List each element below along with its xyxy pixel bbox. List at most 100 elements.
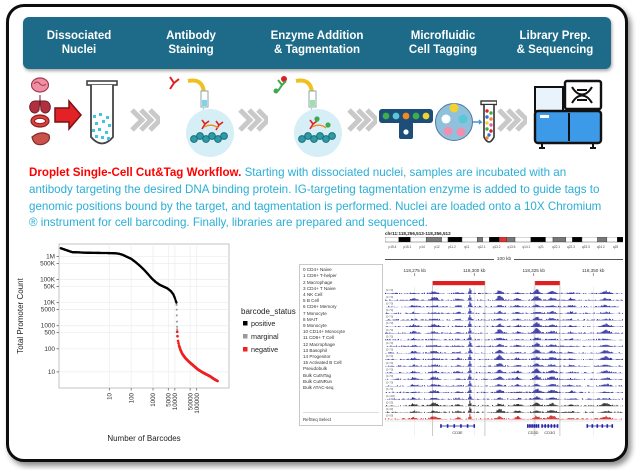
svg-text:q24.2: q24.2 xyxy=(597,245,605,249)
locus-text: chr11:118,256,513-118,356,512 xyxy=(385,231,451,237)
svg-text:barcode_status: barcode_status xyxy=(241,307,296,316)
chromatin-icon xyxy=(190,119,229,143)
microfluidic-chip-icon xyxy=(378,109,433,139)
svg-text:[0-70]: [0-70] xyxy=(386,288,393,292)
svg-text:50000: 50000 xyxy=(187,393,194,411)
svg-text:q21: q21 xyxy=(539,245,545,249)
track-label: 4 NK Cell xyxy=(303,292,323,297)
svg-text:CD3G: CD3G xyxy=(544,430,555,435)
svg-text:500K: 500K xyxy=(40,261,56,268)
workflow-step: Microfluidic Cell Tagging xyxy=(387,29,499,58)
workflow-icons xyxy=(9,69,625,165)
track-label: 9 Monocyte xyxy=(303,323,327,329)
track-label: 11 CD8+ T Cell xyxy=(303,335,335,341)
svg-text:q11: q11 xyxy=(464,245,469,249)
svg-text:[0-70]: [0-70] xyxy=(386,387,393,391)
organs-icon xyxy=(29,77,51,146)
svg-text:[0-70]: [0-70] xyxy=(386,354,393,358)
svg-text:[0-70]: [0-70] xyxy=(386,308,393,312)
track-label: 13 Basophil xyxy=(303,347,328,353)
track-label: 3 CD4+ T Naive xyxy=(303,285,336,291)
droplet-wheel-icon xyxy=(434,103,473,141)
svg-text:CD3D: CD3D xyxy=(528,430,539,435)
workflow-step: Dissociated Nuclei xyxy=(23,29,135,58)
step-label-line2: Cell Tagging xyxy=(408,44,478,56)
svg-text:q25: q25 xyxy=(613,245,619,249)
step-label-line2: Staining xyxy=(168,44,214,56)
svg-text:10: 10 xyxy=(106,393,113,400)
chevron-right-icon xyxy=(130,108,161,132)
svg-text:1000: 1000 xyxy=(150,393,157,407)
svg-text:[0-70]: [0-70] xyxy=(386,348,393,352)
svg-text:100: 100 xyxy=(44,346,55,353)
svg-text:p12: p12 xyxy=(434,245,440,249)
svg-text:100: 100 xyxy=(128,393,135,404)
figure-caption: Droplet Single-Cell Cut&Tag Workflow. St… xyxy=(29,165,605,232)
svg-text:10: 10 xyxy=(48,369,56,376)
track-label: 8 MAIT xyxy=(303,316,318,322)
antibody-staining-icon xyxy=(169,76,235,157)
svg-text:CD3E: CD3E xyxy=(452,430,463,435)
step-label-line2: & Tagmentation xyxy=(273,44,361,56)
workflow-step: Antibody Staining xyxy=(135,29,247,58)
svg-text:118,275 kb: 118,275 kb xyxy=(404,268,427,273)
track-label: Bulk CutNTag xyxy=(303,372,332,378)
svg-text:1000: 1000 xyxy=(41,323,56,330)
svg-text:q22.3: q22.3 xyxy=(567,245,575,249)
arrow-icon xyxy=(54,98,82,132)
svg-text:q23.3: q23.3 xyxy=(582,245,590,249)
svg-text:[0-70]: [0-70] xyxy=(386,295,393,299)
track-label: 0 CD4+ Naive xyxy=(303,267,332,273)
svg-text:[0-90]: [0-90] xyxy=(386,414,393,418)
svg-text:500: 500 xyxy=(44,330,55,337)
barcoded-tube-icon xyxy=(479,100,497,143)
chevron-right-icon xyxy=(346,108,377,132)
caption-lead: Droplet Single-Cell Cut&Tag Workflow. xyxy=(29,166,242,179)
svg-text:[0-148]: [0-148] xyxy=(386,394,395,398)
track-label: 14 Progenitor xyxy=(303,354,331,360)
svg-text:[0-70]: [0-70] xyxy=(386,302,393,306)
svg-text:[0-70]: [0-70] xyxy=(386,335,393,339)
svg-text:q14.1: q14.1 xyxy=(522,245,530,249)
ruler-line xyxy=(514,258,623,260)
track-label: 6 CD8+ Memory xyxy=(303,304,337,310)
step-label-line2: & Sequencing xyxy=(516,44,594,56)
chromosome-ideogram: p15.4 p15.1 p14 p12 p11.2 q11 q12.1 q13.2 q13.5 q… xyxy=(384,236,624,249)
svg-text:[0-70]: [0-70] xyxy=(386,361,393,365)
track-label: Bulk CutNRun xyxy=(303,378,333,384)
track-label: 1 CD8+ T-helper xyxy=(303,273,337,279)
svg-text:p15.4: p15.4 xyxy=(388,245,396,249)
svg-text:1M: 1M xyxy=(46,254,55,261)
tagmented-chromatin-icon xyxy=(298,116,337,143)
microfluidic-icon xyxy=(378,100,497,143)
svg-text:marginal: marginal xyxy=(251,332,279,341)
track-label: 12 Macrophage xyxy=(303,341,335,347)
dissociated-nuclei-icon xyxy=(29,77,118,146)
track-label: 5 B Cell xyxy=(303,298,320,304)
svg-text:q13.2: q13.2 xyxy=(493,245,501,249)
svg-text:[0-70]: [0-70] xyxy=(386,368,393,372)
svg-text:[0-70]: [0-70] xyxy=(386,341,393,345)
browser-main: chr11:118,256,513-118,356,512 p15.4 p15.1… xyxy=(384,230,624,437)
figure-panels: 1M 500K 100K 50K 10K 5000 1000 500 100 10 10 100 100… xyxy=(9,230,625,452)
chevron-right-icon xyxy=(496,108,527,132)
ruler-line xyxy=(385,258,494,260)
track-label: Pseudobulk xyxy=(303,366,328,372)
svg-text:Number of Barcodes: Number of Barcodes xyxy=(107,434,180,443)
svg-text:[0-70]: [0-70] xyxy=(386,321,393,325)
scale-label: 100 kb xyxy=(496,256,512,262)
track-label: 7 Monocyte xyxy=(303,310,327,316)
enzyme-tagmentation-icon xyxy=(273,76,343,157)
svg-text:[0-25]: [0-25] xyxy=(386,401,393,405)
svg-text:q12.1: q12.1 xyxy=(478,245,486,249)
workflow-step: Library Prep. & Sequencing xyxy=(499,29,611,58)
workflow-header: Dissociated Nuclei Antibody Staining Enzyme … xyxy=(23,17,611,69)
genome-browser: 0 CD4+ Naive 1 CD8+ T-helper 2 Macrophage 3… xyxy=(299,230,625,437)
svg-text:negative: negative xyxy=(251,345,278,354)
chevron-right-icon xyxy=(238,108,269,132)
svg-text:q22.1: q22.1 xyxy=(552,245,560,249)
svg-text:positive: positive xyxy=(251,319,275,328)
svg-text:100000: 100000 xyxy=(194,393,201,414)
refseq-label: RefSeq Select xyxy=(303,412,379,422)
